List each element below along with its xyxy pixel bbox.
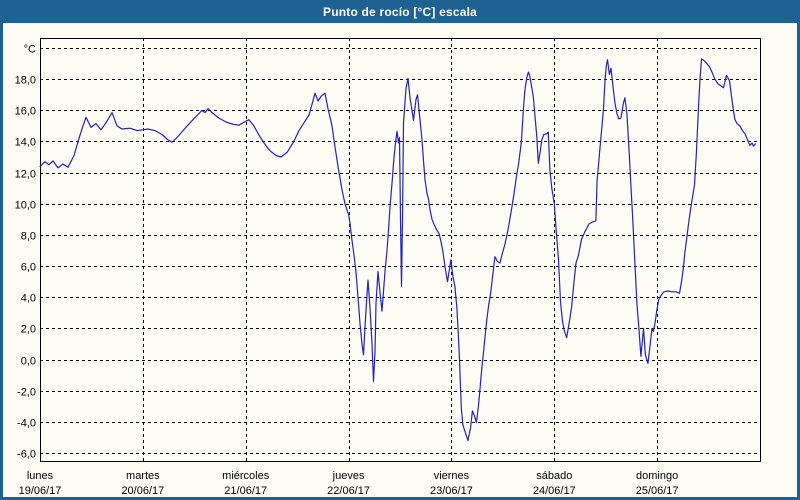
window-border-right: [797, 0, 800, 500]
window-title: Punto de rocío [°C] escala: [322, 4, 478, 19]
x-weekday-label: sábado: [536, 470, 572, 482]
x-date-label: 24/06/17: [533, 485, 576, 497]
x-weekday-label: jueves: [332, 470, 365, 482]
x-weekday-label: miércoles: [222, 470, 270, 482]
x-date-label: 23/06/17: [430, 485, 473, 497]
x-date-label: 22/06/17: [327, 485, 370, 497]
y-tick-label: 12,0: [15, 169, 36, 181]
title-bar[interactable]: Punto de rocío [°C] escala: [0, 0, 800, 23]
x-date-label: 25/06/17: [636, 485, 679, 497]
y-tick-label: 18,0: [15, 75, 36, 87]
dew-point-series-line: [39, 58, 757, 442]
y-tick-label: -4,0: [17, 418, 36, 430]
y-tick-label: 6,0: [21, 262, 36, 274]
x-date-label: 19/06/17: [19, 485, 62, 497]
x-date-label: 20/06/17: [121, 485, 164, 497]
window-border-left: [0, 0, 3, 500]
x-weekday-label: martes: [126, 470, 160, 482]
y-tick-label: -2,0: [17, 387, 36, 399]
plot-frame: [40, 38, 761, 462]
y-tick-label: 4,0: [21, 293, 36, 305]
y-tick-label: 0,0: [21, 356, 36, 368]
y-tick-label: 8,0: [21, 231, 36, 243]
y-tick-label: 2,0: [21, 324, 36, 336]
y-axis-unit-label: °C: [24, 44, 36, 56]
x-weekday-label: viernes: [434, 470, 470, 482]
window-border-bottom: [0, 497, 800, 500]
x-date-label: 21/06/17: [224, 485, 267, 497]
y-tick-label: -6,0: [17, 449, 36, 461]
x-weekday-label: domingo: [636, 470, 678, 482]
y-tick-label: 14,0: [15, 137, 36, 149]
y-tick-label: 10,0: [15, 200, 36, 212]
x-weekday-label: lunes: [27, 470, 54, 482]
y-tick-label: 16,0: [15, 106, 36, 118]
